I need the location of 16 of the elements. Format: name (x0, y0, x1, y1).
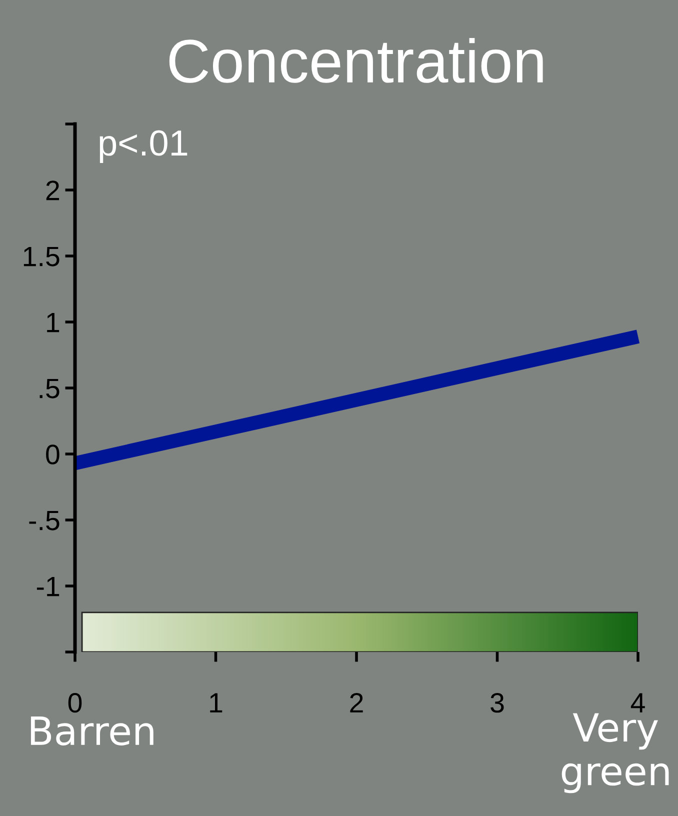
y-tick-label: 2 (46, 180, 60, 200)
y-tick-label: -.5 (29, 510, 60, 530)
x-tick-label: 4 (630, 693, 645, 712)
x-tick-label: 1 (210, 693, 222, 712)
y-tick-label: 1.5 (24, 246, 60, 266)
y-tick-label: 1 (47, 312, 60, 332)
text: Very green (562, 713, 669, 794)
annotation: p<.01 (100, 130, 188, 163)
text: Barren (30, 716, 154, 746)
y-tick-label: 0 (46, 444, 60, 464)
y-tick-label: .5 (40, 378, 60, 398)
x-tick-label: 2 (350, 693, 363, 712)
y-tick-label: -1 (36, 576, 60, 596)
x-tick-label: 0 (68, 693, 82, 713)
chart-title: Concentration (169, 38, 543, 83)
x-tick-label: 3 (490, 693, 504, 713)
